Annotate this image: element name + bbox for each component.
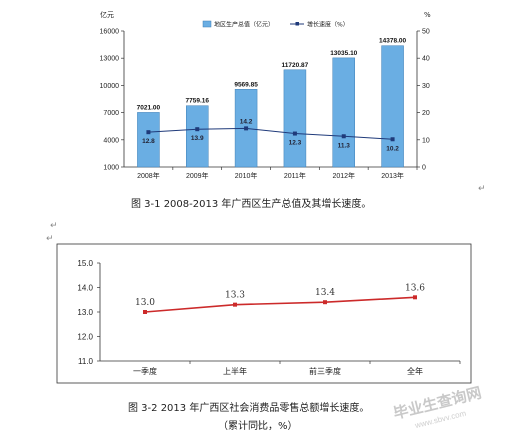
retail-growth-value-label: 13.3 (225, 291, 245, 301)
bar (381, 45, 404, 168)
growth-point (292, 131, 297, 136)
legend-label-growth: 增长速度（%） (307, 21, 349, 29)
bar-value-label: 7021.00 (137, 104, 161, 111)
left-tick-label: 7000 (103, 110, 119, 117)
watermark: 毕业生查询网 www.sbvv.com (392, 384, 484, 431)
retail-growth-value-label: 13.6 (405, 283, 425, 293)
x-tick-label: 2011年 (284, 171, 306, 180)
retail-growth-value-label: 13.0 (135, 298, 155, 308)
right-tick-label: 10 (422, 137, 430, 144)
right-tick-label: 40 (422, 56, 430, 63)
x-tick-label: 一季度 (133, 366, 157, 376)
y-tick-label: 12.0 (77, 333, 93, 342)
x-tick-label: 前三季度 (309, 366, 341, 376)
plot-area: 1000 4000 7000 10000 13000 16000 0 10 20 30 40 50 70… (100, 29, 430, 181)
retail-growth-point (143, 310, 147, 314)
growth-value-label: 12.8 (142, 138, 155, 145)
bar-value-label: 9569.85 (234, 81, 258, 88)
left-tick-label: 4000 (103, 137, 119, 144)
y-tick-label: 15.0 (77, 259, 93, 268)
left-axis-unit: 亿元 (100, 10, 114, 19)
x-tick-label: 全年 (407, 366, 423, 376)
growth-value-label: 13.9 (191, 135, 204, 142)
x-tick-label: 2008年 (137, 171, 160, 180)
paragraph-mark: ↵ (46, 234, 54, 244)
growth-point (195, 127, 200, 132)
paragraph-mark: ↵ (50, 221, 58, 231)
growth-point (341, 134, 346, 139)
right-axis-unit: % (424, 11, 431, 19)
left-tick-label: 10000 (100, 83, 120, 90)
bar (137, 112, 160, 168)
paragraph-mark: ↵ (255, 421, 263, 431)
left-tick-label: 13000 (100, 56, 120, 63)
growth-value-label: 12.3 (289, 140, 302, 147)
gdp-chart: 亿元 % 地区生产总值（亿元） 增长速度（%） 1000400070001000… (100, 10, 486, 210)
retail-growth-point (323, 300, 327, 305)
retail-growth-line (144, 296, 416, 313)
growth-value-label: 10.2 (386, 145, 399, 152)
chart-frame (56, 243, 472, 384)
bar (283, 69, 307, 168)
retail-growth-point (413, 295, 417, 300)
growth-point (244, 126, 249, 131)
left-tick-label: 1000 (103, 165, 119, 172)
x-tick-label: 2009年 (186, 171, 209, 180)
chart-2-caption: 图 3-2 2013 年广西区社会消费品零售总额增长速度。 (128, 401, 369, 414)
left-tick-label: 16000 (100, 29, 120, 36)
growth-line (148, 127, 393, 140)
bar-value-label: 11720.87 (282, 62, 309, 69)
x-tick-label: 2013年 (381, 171, 404, 180)
retail-growth-value-label: 13.4 (315, 288, 335, 298)
bar (332, 57, 355, 168)
y-tick-label: 14.0 (77, 284, 93, 293)
growth-value-label: 14.2 (240, 118, 253, 125)
legend-label-gdp: 地区生产总值（亿元） (214, 21, 274, 29)
right-tick-label: 20 (422, 110, 430, 117)
legend-line-marker (295, 22, 299, 26)
x-tick-label: 2010年 (235, 171, 258, 180)
right-tick-label: 0 (422, 165, 426, 172)
retail-growth-chart: 11.0 12.0 13.0 14.0 15.0 一季度 上半年 前三季度 全年 13.0 13.3… (46, 234, 472, 432)
bar-value-label: 14378.00 (379, 38, 406, 45)
y-tick-label: 13.0 (77, 308, 93, 317)
right-tick-label: 30 (422, 83, 430, 90)
paragraph-mark: ↵ (478, 184, 486, 194)
plot-area: 11.0 12.0 13.0 14.0 15.0 一季度 上半年 前三季度 全年 13.0 13.3… (77, 259, 461, 376)
x-tick-label: 上半年 (223, 366, 247, 376)
chart-2-caption-line2: （累计同比，%） (218, 419, 298, 432)
chart-1-caption: 图 3-1 2008-2013 年广西区生产总值及其增长速度。 (131, 197, 371, 210)
legend: 地区生产总值（亿元） 增长速度（%） (202, 20, 349, 29)
bar-value-label: 13035.10 (330, 50, 357, 57)
bar-value-label: 7759.16 (186, 98, 210, 105)
retail-growth-point (233, 302, 237, 307)
bar (186, 105, 209, 168)
right-tick-label: 50 (422, 29, 430, 36)
growth-value-label: 11.3 (338, 142, 351, 149)
growth-point (390, 137, 395, 142)
legend-bar-swatch (202, 20, 212, 28)
growth-point (146, 130, 151, 135)
y-tick-label: 11.0 (78, 357, 94, 366)
x-tick-label: 2012年 (332, 171, 355, 180)
